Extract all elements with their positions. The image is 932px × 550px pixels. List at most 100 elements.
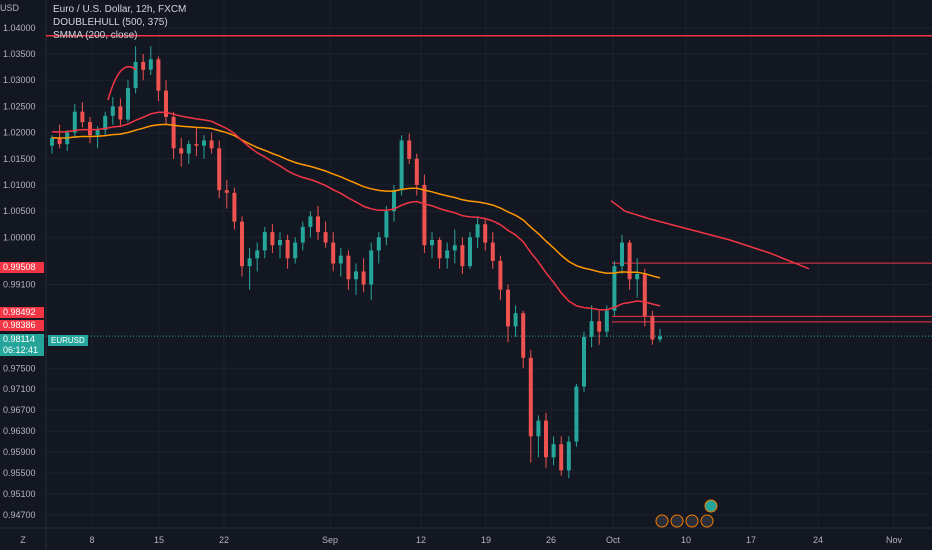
candle-body	[323, 232, 328, 243]
candle-body	[407, 140, 412, 159]
candle-body	[80, 111, 85, 123]
y-tick-label: 1.01000	[3, 180, 36, 190]
candle-body	[72, 111, 77, 133]
y-tick-label: 0.97500	[3, 363, 36, 373]
candle-body	[262, 232, 267, 251]
candle-body	[468, 237, 472, 267]
y-tick-label: 0.95500	[3, 468, 36, 478]
candle-body	[95, 129, 100, 136]
y-tick-label: 0.97100	[3, 384, 36, 394]
candle-body	[118, 106, 123, 120]
candle-body	[475, 224, 480, 238]
y-tick-label: 0.96300	[3, 426, 36, 436]
bar-countdown: 06:12:41	[3, 345, 39, 355]
candle-body	[559, 444, 564, 471]
x-tick-label: 24	[813, 535, 823, 545]
candle-body	[209, 140, 214, 149]
y-tick-label: 0.95100	[3, 489, 36, 499]
candle-body	[369, 250, 374, 285]
y-tick-label: 1.00000	[3, 232, 36, 242]
candle-body	[536, 420, 541, 437]
indicator-doublehull[interactable]: DOUBLEHULL (500, 375)	[53, 17, 168, 28]
x-tick-label: 17	[746, 535, 756, 545]
candle-body	[255, 250, 260, 259]
candle-body	[597, 321, 602, 332]
candle-body	[551, 444, 556, 458]
candle-body	[620, 242, 624, 267]
currency-label: USD	[0, 3, 20, 13]
economic-event-icon	[655, 514, 669, 528]
y-tick-label: 1.00500	[3, 206, 36, 216]
candle-body	[384, 211, 389, 238]
candle-body	[445, 250, 450, 259]
candle-body	[414, 158, 419, 185]
price-tag-resistance-2: 0.98492	[0, 307, 44, 318]
candle-body	[194, 144, 199, 146]
price-tag-current: 0.98114 06:12:41	[0, 334, 44, 356]
candle-body	[331, 242, 336, 264]
candle-body	[612, 266, 617, 311]
doublehull-projection	[610, 200, 810, 270]
y-tick-label: 0.95900	[3, 447, 36, 457]
candle-body	[300, 226, 305, 243]
candle-body	[506, 289, 510, 327]
y-tick-label: 1.03000	[3, 75, 36, 85]
hull-peak-curve	[107, 66, 137, 101]
candle-body	[346, 255, 351, 280]
candle-body	[103, 115, 108, 130]
candle-body	[566, 441, 571, 471]
candle-body	[513, 313, 518, 327]
candle-body	[430, 239, 434, 246]
chart-legend: Euro / U.S. Dollar, 12h, FXCM DOUBLEHULL…	[53, 3, 186, 42]
candle-body	[316, 216, 320, 233]
candle-body	[498, 260, 503, 290]
candle-body	[422, 184, 427, 246]
candle-body	[278, 239, 282, 246]
current-price-value: 0.98114	[3, 334, 35, 344]
candle-body	[88, 122, 92, 136]
candle-body	[582, 336, 586, 387]
candle-body	[285, 239, 290, 259]
candle-body	[521, 313, 526, 358]
candle-body	[528, 357, 533, 437]
candle-body	[354, 271, 358, 280]
x-tick-label: 22	[219, 535, 229, 545]
x-tick-label: 10	[681, 535, 691, 545]
candle-body	[627, 242, 632, 280]
indicator-smma[interactable]: SMMA (200, close)	[53, 30, 138, 41]
candle-body	[217, 148, 222, 191]
doublehull-line	[51, 111, 661, 311]
candle-body	[240, 221, 244, 267]
x-tick-label: Oct	[606, 535, 621, 545]
x-tick-label: Nov	[886, 535, 903, 545]
axis-corner-label: Z	[20, 535, 26, 545]
y-tick-label: 0.96700	[3, 405, 36, 415]
candle-body	[650, 315, 655, 340]
chart-title[interactable]: Euro / U.S. Dollar, 12h, FXCM	[53, 4, 187, 15]
symbol-tag: EURUSD	[48, 335, 88, 346]
candle-body	[437, 239, 442, 259]
candle-body	[126, 88, 130, 120]
candle-body	[293, 242, 298, 259]
candle-body	[392, 190, 396, 212]
candle-body	[224, 190, 229, 193]
candle-body	[148, 59, 153, 70]
x-tick-label: 19	[481, 535, 491, 545]
candle-body	[642, 274, 647, 316]
candle-body	[141, 61, 146, 70]
candle-body	[232, 192, 237, 222]
candle-body	[604, 310, 609, 332]
economic-event-icon	[670, 514, 684, 528]
x-tick-label: 26	[546, 535, 556, 545]
candle-body	[171, 116, 176, 149]
y-tick-label: 1.03500	[3, 49, 36, 59]
x-tick-label: 8	[89, 535, 94, 545]
smma-line	[51, 123, 661, 279]
candle-body	[589, 321, 594, 337]
y-tick-label: 0.94700	[3, 510, 36, 520]
candle-body	[490, 242, 495, 261]
price-tag-resistance-3: 0.98386	[0, 320, 44, 331]
candle-body	[544, 420, 548, 458]
